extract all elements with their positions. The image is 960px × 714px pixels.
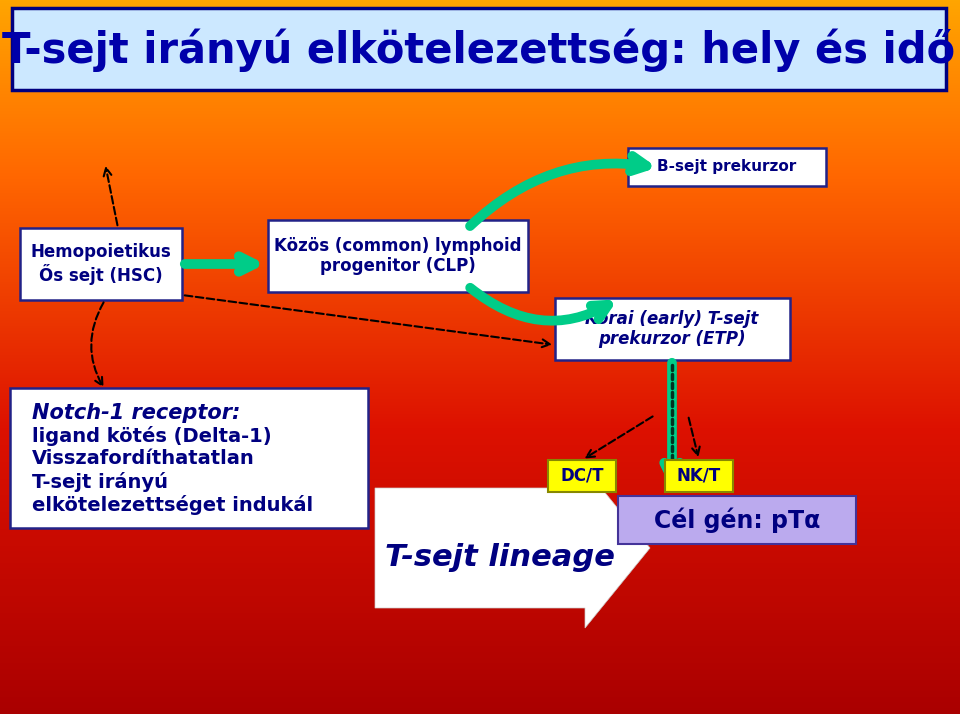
Text: Korai (early) T-sejt
prekurzor (ETP): Korai (early) T-sejt prekurzor (ETP) — [586, 310, 758, 348]
Text: Közös (common) lymphoid
progenitor (CLP): Közös (common) lymphoid progenitor (CLP) — [275, 236, 521, 276]
FancyBboxPatch shape — [20, 228, 182, 300]
FancyBboxPatch shape — [555, 298, 790, 360]
Text: T-sejt lineage: T-sejt lineage — [385, 543, 615, 573]
Text: T-sejt irányú elkötelezettség: hely és idő: T-sejt irányú elkötelezettség: hely és i… — [3, 29, 955, 71]
FancyBboxPatch shape — [10, 388, 368, 528]
Text: elkötelezettséget indukál: elkötelezettséget indukál — [32, 495, 313, 515]
FancyBboxPatch shape — [548, 460, 616, 492]
Text: Cél gén: pTα: Cél gén: pTα — [654, 507, 820, 533]
Polygon shape — [375, 468, 650, 628]
FancyBboxPatch shape — [618, 496, 856, 544]
Text: NK/T: NK/T — [677, 467, 721, 485]
Text: ligand kötés (Delta-1): ligand kötés (Delta-1) — [32, 426, 272, 446]
FancyBboxPatch shape — [628, 148, 826, 186]
Text: DC/T: DC/T — [561, 467, 604, 485]
FancyBboxPatch shape — [665, 460, 733, 492]
FancyBboxPatch shape — [12, 8, 946, 90]
Text: Hemopoietikus
Ős sejt (HSC): Hemopoietikus Ős sejt (HSC) — [31, 243, 172, 285]
Text: T-sejt irányú: T-sejt irányú — [32, 472, 168, 492]
Text: Visszafordíthatatlan: Visszafordíthatatlan — [32, 449, 254, 468]
Text: Notch-1 receptor:: Notch-1 receptor: — [32, 403, 240, 423]
FancyBboxPatch shape — [268, 220, 528, 292]
Text: B-sejt prekurzor: B-sejt prekurzor — [658, 159, 797, 174]
